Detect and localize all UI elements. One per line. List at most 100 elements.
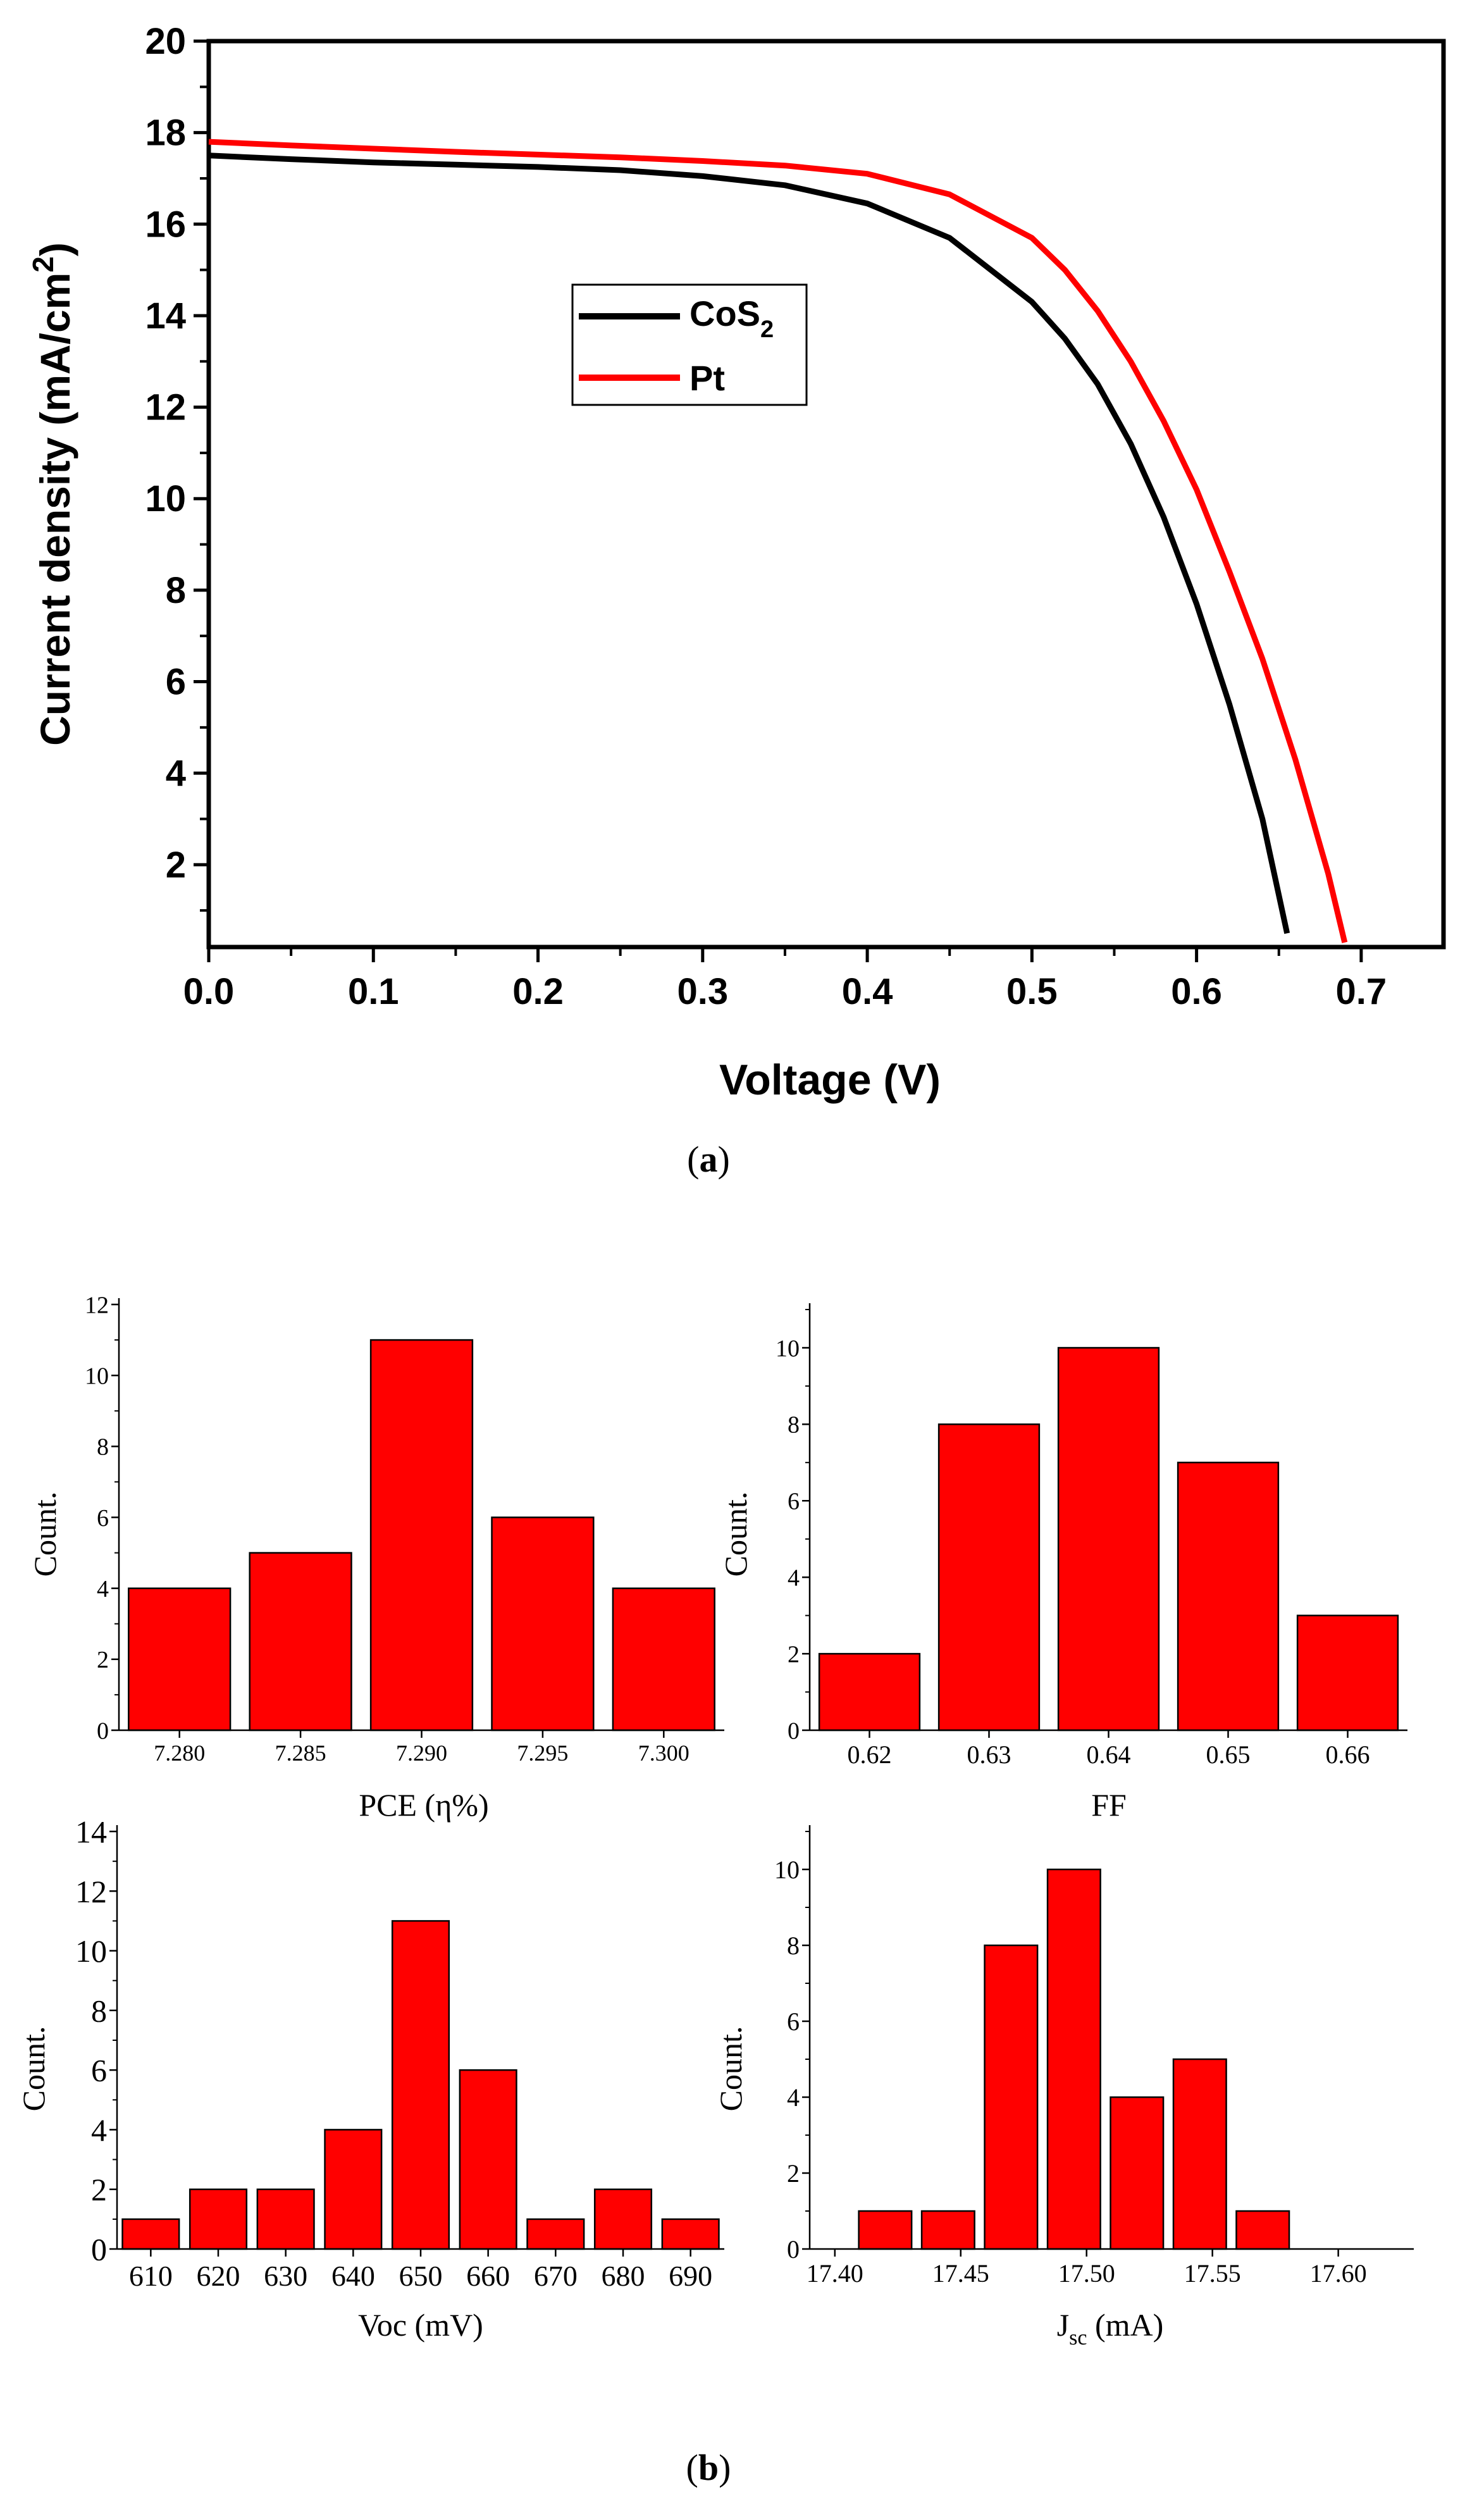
hist-pce-x-tick-label: 7.280 [154,1740,205,1766]
hist-jsc-x-tick-label: 17.55 [1184,2259,1241,2288]
hist-pce-y-tick-label: 6 [97,1505,109,1532]
hist-pce-y-tick-label: 8 [97,1434,109,1461]
hist-voc-y-tick-label: 4 [91,2112,107,2148]
hist-voc-bar [256,2188,315,2250]
jv-x-tick-label: 0.4 [842,971,893,1012]
hist-voc-bar [324,2129,383,2250]
hist-voc-x-tick-label: 630 [264,2260,307,2292]
jv-x-axis-label: Voltage (V) [719,1056,941,1104]
hist-voc-y-tick-label: 2 [91,2172,107,2207]
ff-x-axis-label: FF [1091,1787,1127,1823]
jv-legend-label-cos2-main: CoS [689,294,760,333]
hist-ff-y-tick-label: 6 [788,1489,800,1515]
hist-voc-x-tick-label: 660 [466,2260,510,2292]
jv-y-tick-label: 20 [145,21,186,62]
jv-y-tick-label: 18 [145,113,186,154]
hist-voc-bar [526,2218,585,2250]
hist-jsc-bar [1235,2210,1290,2250]
jv-line-cos2 [208,152,1290,934]
hist-ff-bar [1057,1347,1160,1732]
hist-pce-x-tick-label: 7.295 [517,1740,568,1766]
hist-jsc-y-tick-label: 0 [787,2235,800,2264]
hist-pce-y-tick-label: 2 [97,1647,109,1673]
jv-legend: CoS2 Pt [571,283,808,406]
hist-ff-x-tick-label: 0.64 [1087,1740,1131,1769]
jv-plot-frame [206,39,1446,950]
hist-ff-bar [937,1423,1041,1732]
hist-voc-bar [593,2188,653,2250]
hist-voc-y-tick-label: 8 [91,1993,107,2028]
hist-jsc-bar [1110,2096,1165,2250]
hist-jsc-y-tick-label: 6 [787,2007,800,2036]
hist-pce-bar [369,1339,474,1732]
jsc-histogram: 0 2 4 6 8 10 17.40 17.45 17.50 17.55 17.60 [774,1825,1414,2288]
caption-b-letter: b [698,2447,719,2488]
jv-y-tick-label: 12 [145,387,186,428]
hist-voc-x-tick-label: 620 [197,2260,240,2292]
ff-y-axis-label: Count. [718,1492,753,1577]
hist-jsc-y-tick-label: 4 [787,2083,800,2112]
hist-pce-bar [249,1552,352,1732]
hist-ff-bar [1296,1614,1399,1732]
hist-jsc-bar [920,2210,975,2250]
hist-jsc-x-tick-label: 17.40 [807,2259,863,2288]
hist-ff-y-tick-label: 8 [788,1412,800,1439]
hist-voc-bar [121,2218,180,2250]
jv-y-tick-label: 2 [166,845,186,886]
hist-voc-x-tick-label: 680 [602,2260,645,2292]
hist-jsc-bar [858,2210,913,2250]
jv-y-tick-label: 16 [145,204,186,245]
hist-ff-y-tick-label: 0 [788,1718,800,1744]
hist-pce-y-tick-label: 0 [97,1718,109,1744]
jv-y-tick-label: 6 [166,662,186,703]
hist-jsc-x-tick-label: 17.45 [932,2259,989,2288]
jv-line-pt [208,139,1348,943]
jsc-x-axis-label: Jsc (mA) [1057,2307,1164,2350]
hist-voc-bar [459,2069,517,2250]
hist-jsc-y-tick-label: 2 [787,2159,800,2188]
jv-legend-label-cos2-sub: 2 [760,316,774,343]
hist-voc-bar [661,2218,720,2250]
hist-ff-y-tick-label: 2 [788,1641,800,1668]
hist-pce-x-tick-label: 7.290 [396,1740,447,1766]
hist-jsc-y-tick-label: 8 [787,1931,800,1960]
jv-legend-label-pt: Pt [689,358,725,398]
voc-x-axis-label: Voc (mV) [358,2307,483,2343]
caption-a: (a) [687,1139,730,1180]
hist-voc-x-tick-label: 650 [399,2260,443,2292]
jv-legend-box [571,283,808,406]
hist-pce-x-tick-label: 7.300 [638,1740,689,1766]
jsc-x-axis-label-main: J [1057,2307,1069,2343]
jv-x-tick-label: 0.1 [348,971,399,1012]
hist-voc-y-tick-label: 10 [75,1933,107,1969]
hist-pce-bar [128,1587,232,1732]
jv-y-axis-label: Current density (mA/cm2) [27,242,78,746]
hist-voc-x-tick-label: 610 [129,2260,173,2292]
hist-voc-y-tick-label: 0 [91,2232,107,2267]
jv-chart: 0.0 0.1 0.2 0.3 0.4 0.5 0.6 0.72468101214161820… [27,21,1446,1180]
jv-x-tick-label: 0.5 [1006,971,1058,1012]
caption-a-letter: a [700,1139,718,1180]
jv-y-tick-label: 10 [145,478,186,519]
pce-histogram: 0 2 4 6 8 10 12 7.280 7.285 7.290 7.295 7.300 [85,1292,724,1766]
jv-y-tick-label: 14 [145,295,186,337]
jv-y-tick-label: 4 [166,753,186,794]
jv-x-tick-label: 0.6 [1171,971,1222,1012]
jv-y-axis-label-main: Current density (mA/cm [32,273,78,746]
hist-pce-y-tick-label: 10 [85,1363,109,1389]
jv-series [208,139,1348,943]
hist-pce-x-tick-label: 7.285 [275,1740,326,1766]
hist-pce-bar [612,1587,715,1732]
hist-jsc-bar [1172,2058,1227,2250]
jsc-y-axis-label: Count. [713,2026,748,2112]
hist-pce-y-tick-label: 12 [85,1292,109,1318]
hist-jsc-bar [984,1944,1039,2250]
ff-histogram: 0 2 4 6 8 10 0.62 0.63 0.64 0.65 0.66 [776,1303,1407,1769]
hist-ff-bar [1177,1461,1280,1732]
jv-ticks: 0.0 0.1 0.2 0.3 0.4 0.5 0.6 0.7 2 4 6 8 10 12 14 16 18 20 [145,21,1387,1012]
hist-ff-bar [818,1652,921,1732]
hist-voc-bar [189,2188,248,2250]
hist-pce-y-tick-label: 4 [97,1576,109,1602]
